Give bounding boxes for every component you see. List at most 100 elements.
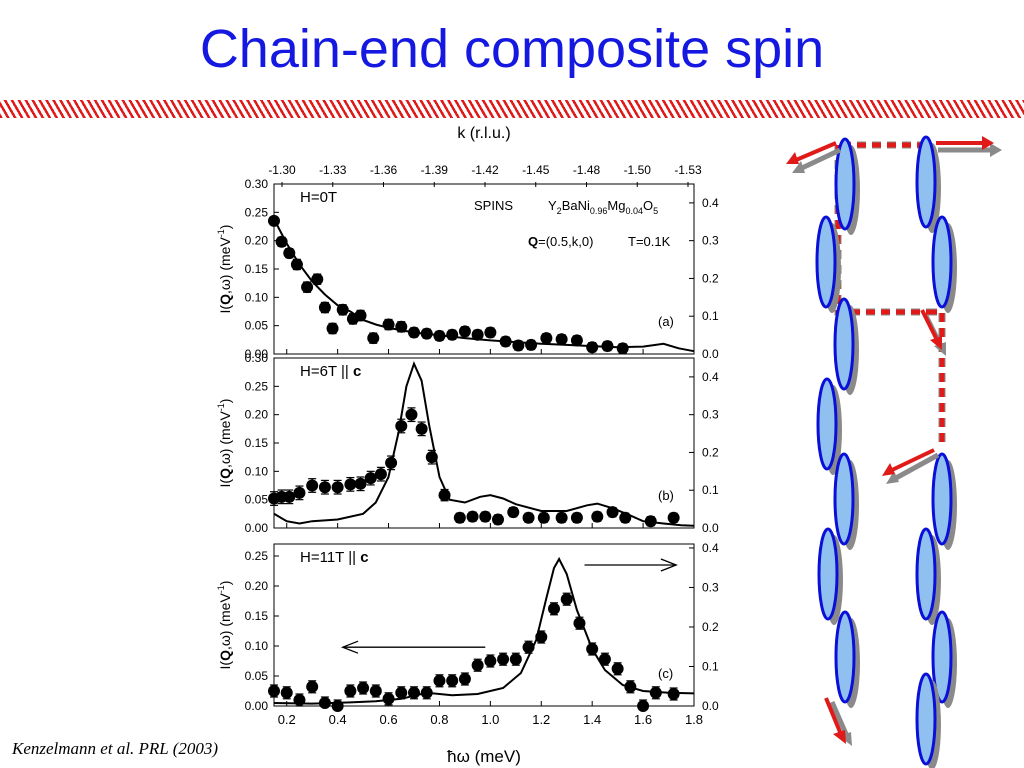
data-point (331, 481, 344, 494)
compound-part: O (643, 198, 653, 213)
data-point (301, 281, 314, 294)
panel-tag: (b) (658, 488, 674, 503)
ylabel-superscript: -1 (216, 585, 226, 593)
data-point (601, 340, 614, 353)
right-tick-label: 0.0 (702, 521, 719, 535)
data-point (522, 511, 535, 524)
spin-arrow-gray (792, 147, 842, 173)
data-point (522, 641, 535, 654)
data-point (535, 631, 548, 643)
spin-arrow-red (882, 448, 935, 476)
citation: Kenzelmann et al. PRL (2003) (12, 739, 219, 758)
data-point (458, 325, 471, 338)
data-point (560, 593, 573, 606)
data-point (382, 318, 395, 331)
x-axis-label: ħω (meV) (447, 747, 521, 766)
y-tick-label: 0.15 (245, 262, 269, 276)
spin-arrow-gray (938, 143, 1002, 157)
data-point (293, 486, 306, 499)
data-point (385, 456, 398, 469)
right-tick-label: 0.2 (702, 620, 719, 634)
data-point (624, 680, 637, 693)
spin-site (834, 610, 860, 708)
spin-site (915, 527, 941, 625)
x-tick-label: 1.0 (481, 712, 499, 727)
y-tick-label: 0.25 (245, 379, 269, 393)
data-point (479, 510, 492, 523)
data-point (591, 510, 604, 523)
y-tick-label: 0.20 (245, 408, 269, 422)
data-point (555, 333, 568, 346)
spin-site (915, 135, 941, 233)
ylabel-part: I( (217, 661, 233, 670)
compound-sub: 0.04 (625, 206, 643, 216)
y-tick-label: 0.00 (245, 521, 269, 535)
right-tick-label: 0.0 (702, 699, 719, 713)
top-tick-label: -1.30 (268, 163, 296, 177)
data-point (446, 328, 459, 341)
ylabel-part: ,ω) (meV (217, 237, 233, 294)
y-tick-label: 0.10 (245, 290, 269, 304)
right-tick-label: 0.3 (702, 234, 719, 248)
top-axis-label: k (r.l.u.) (457, 125, 510, 142)
data-point (408, 326, 420, 339)
data-point (364, 472, 377, 485)
right-tick-label: 0.4 (702, 541, 719, 555)
data-point (573, 617, 586, 630)
left-arrow-head (340, 640, 359, 654)
spin-arrows (786, 136, 1002, 746)
data-point (408, 686, 420, 699)
data-point (497, 653, 510, 666)
ylabel-superscript: -1 (216, 229, 226, 237)
y-tick-label: 0.20 (245, 579, 269, 593)
data-point (331, 700, 344, 712)
spin-site (816, 377, 842, 475)
data-point (306, 479, 319, 492)
x-tick-label: 1.4 (583, 712, 601, 727)
y-axis-label: I(Q,ω) (meV-1) (216, 581, 233, 670)
data-point (283, 247, 296, 260)
right-tick-label: 0.3 (702, 408, 719, 422)
data-point (268, 214, 280, 227)
data-point (344, 685, 357, 697)
data-point (570, 511, 583, 524)
data-point (570, 334, 583, 347)
y-axis-label: I(Q,ω) (meV-1) (216, 399, 233, 488)
data-point (415, 422, 428, 435)
slide-title: Chain-end composite spin (199, 19, 825, 79)
compound-sub: 0.96 (590, 206, 608, 216)
y-tick-label: 0.15 (245, 609, 269, 623)
panel-tag: (c) (658, 666, 673, 681)
ylabel-part: ) (217, 225, 233, 230)
annotation-q: Q=(0.5,k,0) (528, 234, 593, 249)
data-point (598, 653, 611, 666)
data-point (453, 511, 466, 524)
x-tick-label: 1.6 (634, 712, 652, 727)
spin-arrow-gray (886, 452, 940, 484)
ylabel-bold: Q (217, 294, 233, 305)
data-point (637, 700, 650, 712)
y-tick-label: 0.00 (245, 347, 269, 361)
right-tick-label: 0.1 (702, 309, 719, 323)
field-label: H=0T (300, 189, 337, 206)
y-tick-label: 0.25 (245, 549, 269, 563)
y-tick-label: 0.25 (245, 205, 269, 219)
spin-site (815, 215, 841, 313)
data-point (369, 685, 382, 697)
data-point (458, 673, 471, 685)
spin-site (833, 297, 859, 395)
data-point (268, 685, 280, 697)
compound-sub: 2 (557, 206, 562, 216)
data-point (548, 602, 560, 615)
data-point (611, 662, 624, 675)
spin-arrow-red (824, 697, 846, 744)
data-point (311, 273, 324, 286)
data-point (667, 511, 680, 524)
data-point (512, 339, 525, 352)
data-point (644, 515, 657, 528)
compound-part: BaNi (562, 198, 590, 213)
data-point (344, 478, 357, 491)
top-tick-label: -1.48 (573, 163, 601, 177)
spin-arrow-red (920, 309, 942, 350)
